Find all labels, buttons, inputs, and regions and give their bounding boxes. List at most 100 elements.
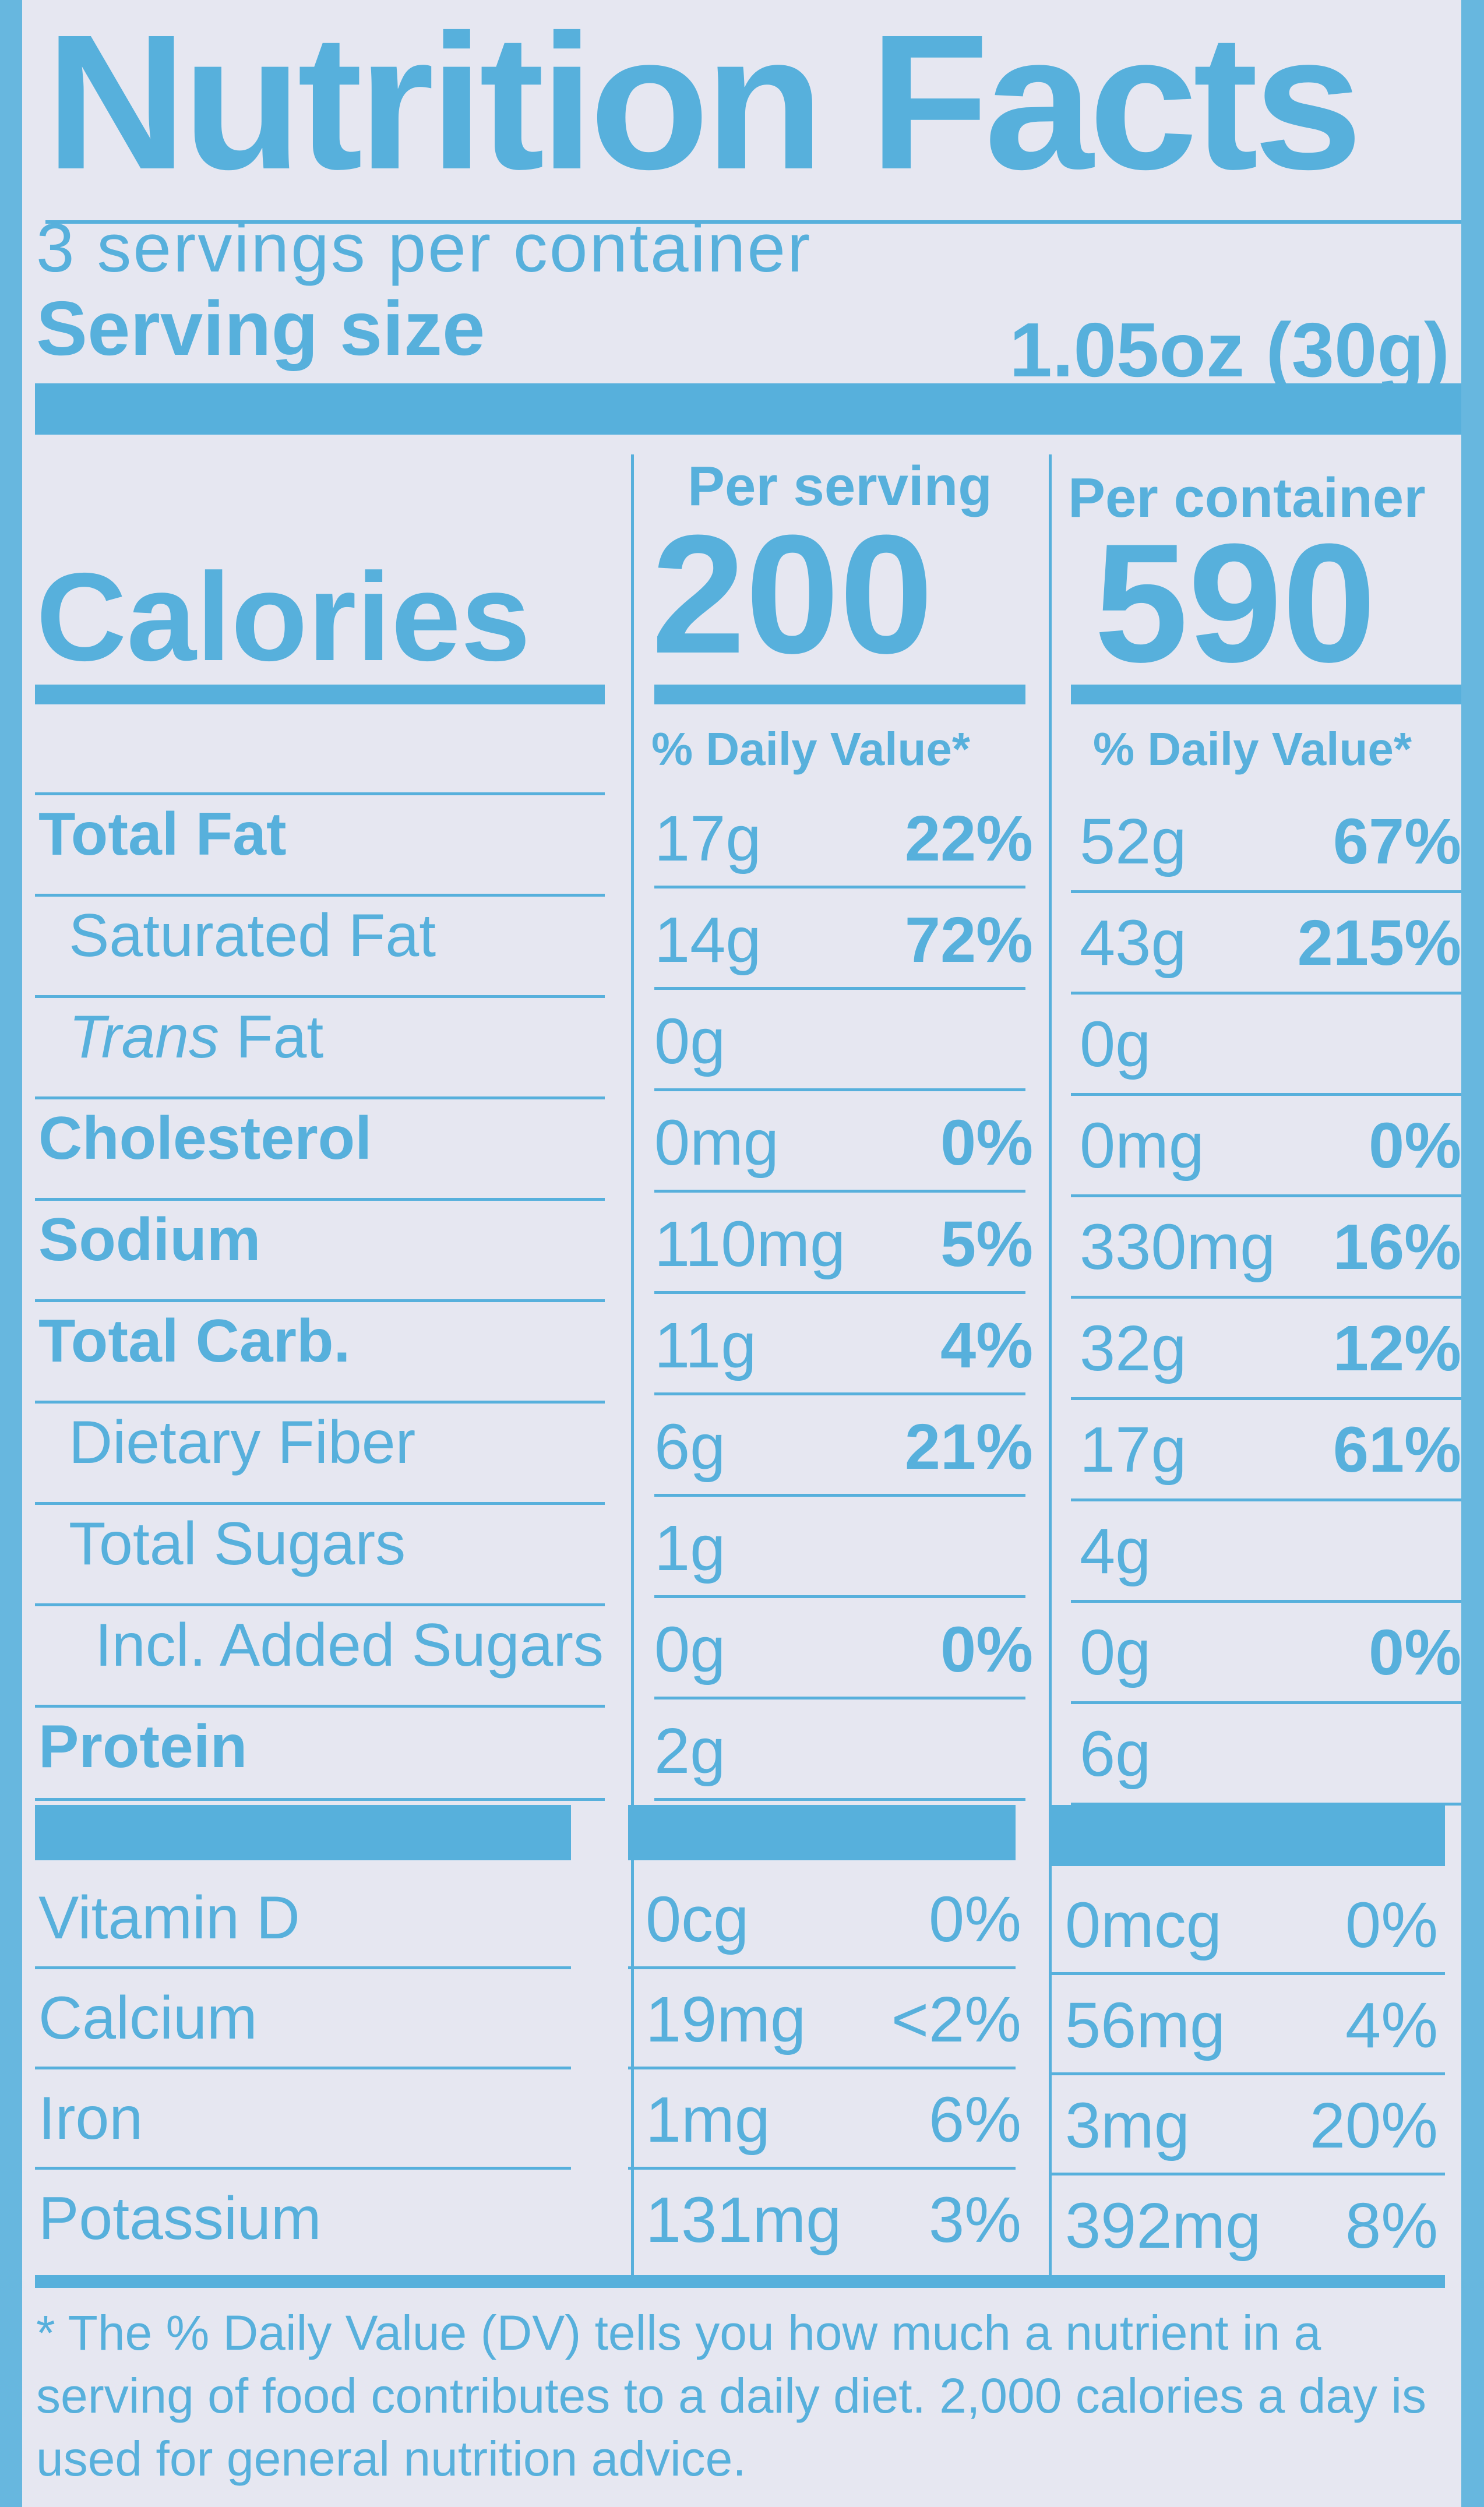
serving-daily-value: 21%	[904, 1411, 1033, 1483]
vitamin-container-amount: 3mg	[1065, 2090, 1190, 2162]
calories-rule-label	[35, 685, 605, 704]
nutrient-name: Total Carb.	[38, 1307, 351, 1375]
thick-divider-top	[35, 383, 1461, 435]
vitamin-rule	[35, 1966, 571, 1969]
vitamin-divider-serving	[628, 1805, 1016, 1860]
vitamin-container-amount: 56mg	[1065, 1990, 1226, 2061]
serving-daily-value: 4%	[940, 1310, 1033, 1381]
row-rule	[1071, 1803, 1461, 1806]
container-daily-value: 16%	[1333, 1211, 1461, 1283]
row-rule	[654, 1494, 1025, 1497]
calories-rule-serving	[654, 685, 1025, 704]
serving-amount: 110mg	[654, 1208, 846, 1280]
row-rule	[654, 1798, 1025, 1801]
per-container-heading: Per container	[1068, 467, 1426, 529]
container-amount: 52g	[1080, 806, 1187, 877]
nutrient-name: Incl. Added Sugars	[95, 1612, 604, 1679]
row-rule	[35, 995, 605, 998]
vitamin-container-amount: 392mg	[1065, 2190, 1261, 2262]
serving-daily-value: 72%	[904, 904, 1033, 976]
row-rule	[1071, 1701, 1461, 1704]
vitamin-serving-daily-value: 0%	[929, 1884, 1021, 1955]
row-rule	[1071, 1600, 1461, 1603]
label-title: Nutrition Facts	[45, 0, 1363, 209]
vitamin-container-amount: 0mcg	[1065, 1889, 1222, 1961]
vitamin-serving-daily-value: <2%	[891, 1984, 1021, 2055]
serving-amount: 2g	[654, 1715, 726, 1787]
row-rule	[1071, 1498, 1461, 1501]
vitamin-container-daily-value: 20%	[1309, 2090, 1438, 2162]
container-amount: 32g	[1080, 1313, 1187, 1384]
container-amount: 330mg	[1080, 1211, 1276, 1283]
column-separator-container	[1049, 454, 1052, 2275]
container-amount: 17g	[1080, 1414, 1187, 1486]
vitamin-serving-daily-value: 6%	[929, 2084, 1021, 2156]
serving-amount: 1g	[654, 1512, 726, 1584]
serving-amount: 0g	[654, 1614, 726, 1686]
row-rule	[1071, 992, 1461, 995]
vitamin-rule	[628, 2067, 1016, 2069]
container-amount: 0g	[1080, 1009, 1151, 1080]
daily-value-heading-serving: % Daily Value*	[651, 723, 970, 775]
footnote-divider	[35, 2275, 1445, 2288]
container-daily-value: 61%	[1333, 1414, 1461, 1486]
row-rule	[35, 1502, 605, 1505]
vitamin-rule	[628, 1966, 1016, 1969]
container-amount: 6g	[1080, 1718, 1151, 1790]
title-rule	[45, 220, 1461, 224]
container-daily-value: 0%	[1369, 1617, 1461, 1688]
calories-per-container: 590	[1094, 509, 1376, 697]
calories-rule-container	[1071, 685, 1461, 704]
row-rule	[35, 1198, 605, 1201]
vitamin-rule	[35, 2067, 571, 2069]
container-amount: 43g	[1080, 907, 1187, 979]
row-rule	[1071, 1296, 1461, 1299]
daily-value-heading-container: % Daily Value*	[1093, 723, 1412, 775]
row-rule	[654, 1697, 1025, 1699]
row-rule	[654, 1190, 1025, 1193]
vitamin-rule	[628, 2167, 1016, 2170]
row-rule	[654, 987, 1025, 990]
column-separator-serving	[631, 454, 634, 2275]
container-daily-value: 0%	[1369, 1110, 1461, 1182]
serving-daily-value: 5%	[940, 1208, 1033, 1280]
nutrient-name-italic: Trans	[69, 1003, 220, 1071]
vitamin-serving-amount: 1mg	[646, 2084, 770, 2156]
nutrition-label: Nutrition Facts 3 servings per container…	[22, 0, 1461, 2507]
row-rule	[654, 1392, 1025, 1395]
servings-per-container: 3 servings per container	[36, 210, 812, 287]
nutrient-name: Protein	[38, 1713, 248, 1780]
nutrient-name: Total Sugars	[69, 1510, 406, 1578]
row-rule	[35, 1798, 605, 1801]
daily-value-footnote: * The % Daily Value (DV) tells you how m…	[36, 2305, 1427, 2486]
vitamin-serving-amount: 19mg	[646, 1984, 806, 2055]
vitamin-rule	[1049, 1972, 1445, 1975]
vitamin-serving-amount: 0cg	[646, 1884, 749, 1955]
row-rule	[35, 1603, 605, 1606]
row-rule	[1071, 1194, 1461, 1197]
vitamin-rule	[35, 2167, 571, 2170]
vitamin-divider-container	[1049, 1805, 1445, 1866]
row-rule	[1071, 1397, 1461, 1400]
row-rule	[654, 886, 1025, 888]
container-daily-value: 215%	[1297, 907, 1461, 979]
serving-amount: 0g	[654, 1006, 726, 1077]
row-rule	[35, 1705, 605, 1708]
row-rule	[1071, 890, 1461, 893]
serving-size-value: 1.05oz (30g)	[1009, 307, 1450, 393]
row-rule	[654, 1088, 1025, 1091]
vitamin-rule	[1049, 2173, 1445, 2175]
nutrient-name: Total Fat	[38, 801, 287, 868]
nutrient-name-rest: Fat	[219, 1003, 324, 1071]
serving-amount: 17g	[654, 803, 762, 875]
vitamin-container-daily-value: 4%	[1345, 1990, 1438, 2061]
container-daily-value: 12%	[1333, 1313, 1461, 1384]
container-amount: 4g	[1080, 1515, 1151, 1587]
serving-daily-value: 0%	[940, 1614, 1033, 1686]
vitamin-name: Potassium	[38, 2185, 322, 2252]
serving-size-label: Serving size	[36, 285, 485, 371]
row-rule	[35, 894, 605, 897]
vitamin-name: Calcium	[38, 1984, 258, 2052]
row-rule	[35, 1096, 605, 1099]
vitamin-container-daily-value: 0%	[1345, 1889, 1438, 1961]
